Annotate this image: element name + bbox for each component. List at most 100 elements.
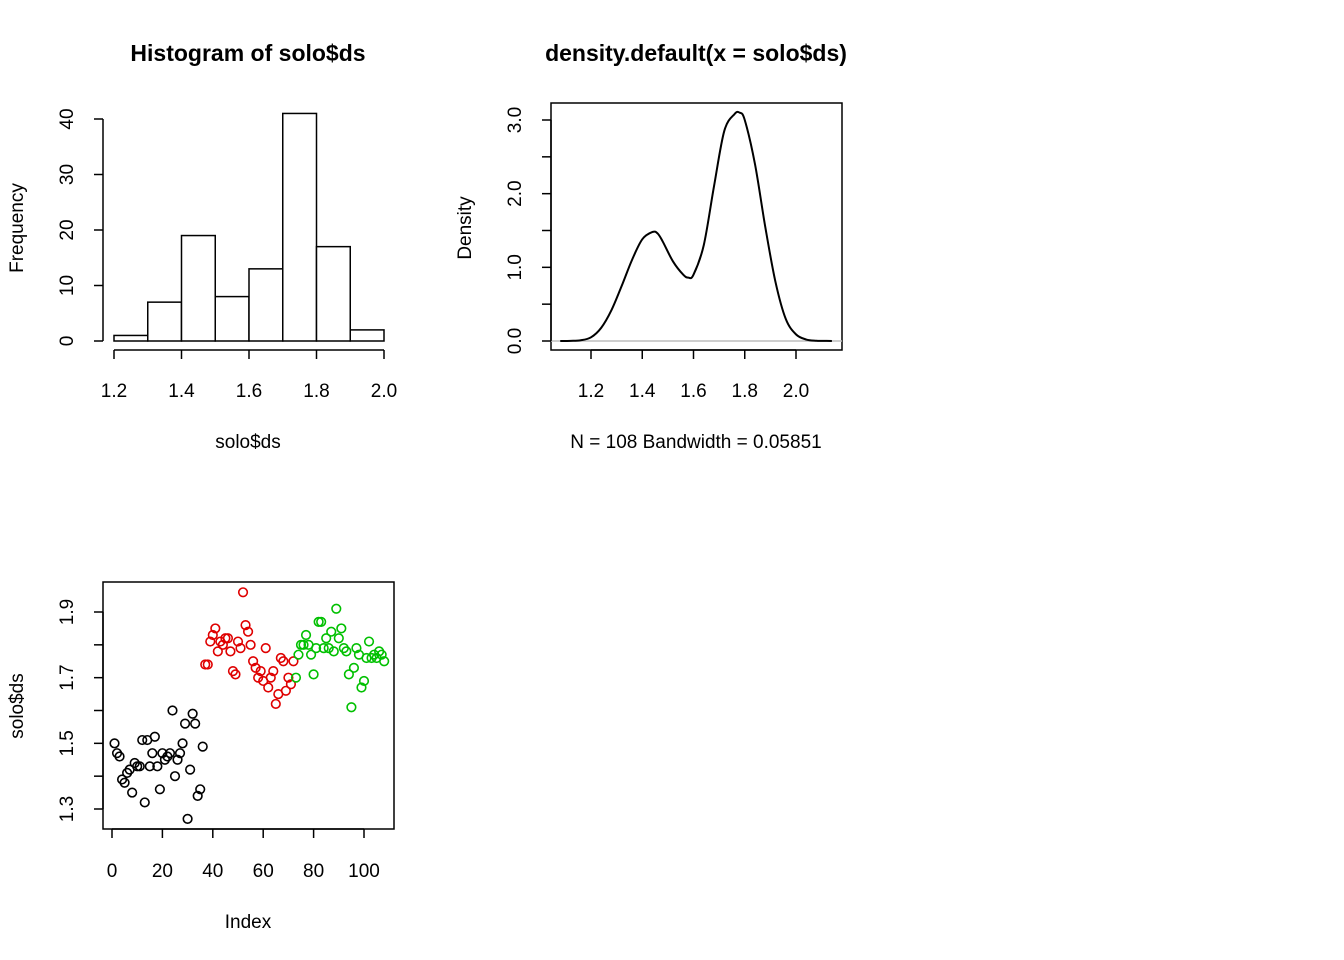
density-x-tick-label: 1.4	[629, 381, 656, 402]
scatter-point	[343, 669, 354, 680]
scatter-point	[192, 790, 203, 801]
scatter-point	[167, 705, 178, 716]
scatter-point	[237, 587, 249, 598]
density-x-tick-label: 2.0	[783, 381, 809, 402]
density-curve	[560, 110, 832, 342]
scatter-x-tick-label: 40	[202, 861, 223, 882]
scatter-point	[331, 603, 342, 614]
density-y-tick-label: 2.0	[505, 180, 526, 206]
scatter-x-tick-label: 20	[152, 861, 173, 882]
scatter-point	[326, 626, 337, 637]
density-panel: density.default(x = solo$ds) N = 108 Ban…	[455, 40, 847, 453]
scatter-point	[164, 748, 176, 759]
scatter-point	[235, 643, 246, 654]
scatter-point	[278, 656, 289, 667]
histogram-bar	[113, 334, 149, 342]
scatter-point	[187, 708, 198, 719]
scatter-point	[255, 665, 266, 677]
scatter-point	[318, 643, 329, 654]
scatter-point	[182, 813, 193, 824]
scatter-y-tick-label: 1.7	[57, 664, 78, 690]
scatter-point	[114, 751, 125, 762]
scatter-point	[316, 616, 327, 627]
histogram-x-tick-label: 2.0	[371, 381, 397, 402]
scatter-point	[356, 682, 367, 693]
scatter-point	[328, 646, 339, 657]
scatter-point	[177, 738, 188, 749]
scatter-point	[230, 669, 241, 680]
scatter-point	[157, 748, 168, 759]
histogram-x-label: solo$ds	[215, 432, 281, 453]
scatter-x-tick-label: 100	[348, 861, 380, 882]
scatter-point	[134, 761, 145, 772]
histogram-bar	[282, 112, 318, 342]
histogram-bar	[349, 329, 385, 342]
scatter-point	[300, 629, 312, 641]
scatter-point	[190, 718, 201, 729]
scatter-point	[245, 639, 256, 650]
scatter-point	[305, 649, 317, 660]
histogram-y-tick-label: 30	[57, 164, 78, 185]
scatter-point	[137, 734, 148, 746]
histogram-x-tick-label: 1.8	[303, 381, 329, 402]
scatter-point	[240, 620, 251, 631]
scatter-point	[205, 636, 216, 647]
scatter-point	[280, 685, 291, 696]
scatter-point	[323, 643, 334, 654]
scatter-point	[283, 672, 294, 683]
scatter-point	[212, 646, 223, 657]
scatter-point	[210, 623, 221, 634]
scatter-point	[127, 787, 138, 798]
scatter-point	[298, 639, 309, 650]
scatter-point	[174, 748, 186, 759]
histogram-y-tick-label: 20	[57, 219, 78, 240]
scatter-point	[119, 777, 130, 788]
histogram-x-tick-label: 1.4	[168, 381, 195, 402]
scatter-axes: 0 20 40 60 80 100 1.3 1.5 1.7 1.9	[57, 599, 380, 882]
scatter-point	[336, 623, 347, 634]
density-plot-box	[550, 102, 843, 351]
histogram-title: Histogram of solo$ds	[130, 40, 365, 66]
scatter-y-tick-label: 1.5	[57, 730, 78, 756]
density-axes: 1.2 1.4 1.6 1.8 2.0 0.0 1.0 2.0 3.0	[505, 107, 842, 402]
scatter-point	[207, 629, 218, 641]
scatter-point	[333, 633, 344, 644]
scatter-point	[363, 636, 375, 647]
histogram-panel: Histogram of solo$ds solo$ds Frequency 1…	[7, 40, 397, 453]
scatter-point	[202, 659, 213, 670]
scatter-point	[250, 662, 261, 673]
scatter-x-tick-label: 60	[253, 861, 274, 882]
scatter-point	[268, 665, 279, 677]
scatter-point	[154, 784, 165, 795]
histogram-bar	[214, 295, 250, 342]
scatter-y-tick-label: 1.9	[57, 599, 78, 625]
density-x-tick-label: 1.8	[732, 381, 758, 402]
scatter-point	[169, 771, 181, 782]
scatter-point	[253, 672, 264, 683]
scatter-point	[293, 649, 304, 660]
scatter-x-label: Index	[225, 912, 272, 933]
scatter-point	[290, 672, 302, 683]
scatter-point	[351, 643, 362, 654]
histogram-bar	[315, 245, 351, 342]
scatter-x-tick-label: 80	[303, 861, 324, 882]
scatter-point	[139, 797, 150, 808]
scatter-point	[346, 702, 357, 713]
histogram-bar	[248, 268, 284, 342]
histogram-bar	[180, 234, 216, 342]
histogram-bar	[147, 301, 183, 342]
scatter-point	[152, 761, 163, 772]
scatter-point	[265, 672, 276, 683]
density-y-tick-label: 0.0	[505, 328, 526, 354]
density-subtitle: N = 108 Bandwidth = 0.05851	[570, 432, 821, 453]
scatter-point	[263, 682, 274, 693]
histogram-y-tick-label: 40	[57, 108, 78, 129]
histogram-y-tick-label: 10	[57, 275, 78, 296]
scatter-point	[321, 633, 332, 644]
scatter-point	[288, 656, 299, 667]
index-scatter-panel: Index solo$ds 0 20 40 60 80 100 1.3 1.5 1.7 1.9	[7, 581, 395, 933]
scatter-point	[270, 698, 281, 710]
scatter-point	[341, 646, 352, 657]
scatter-point	[376, 649, 387, 660]
